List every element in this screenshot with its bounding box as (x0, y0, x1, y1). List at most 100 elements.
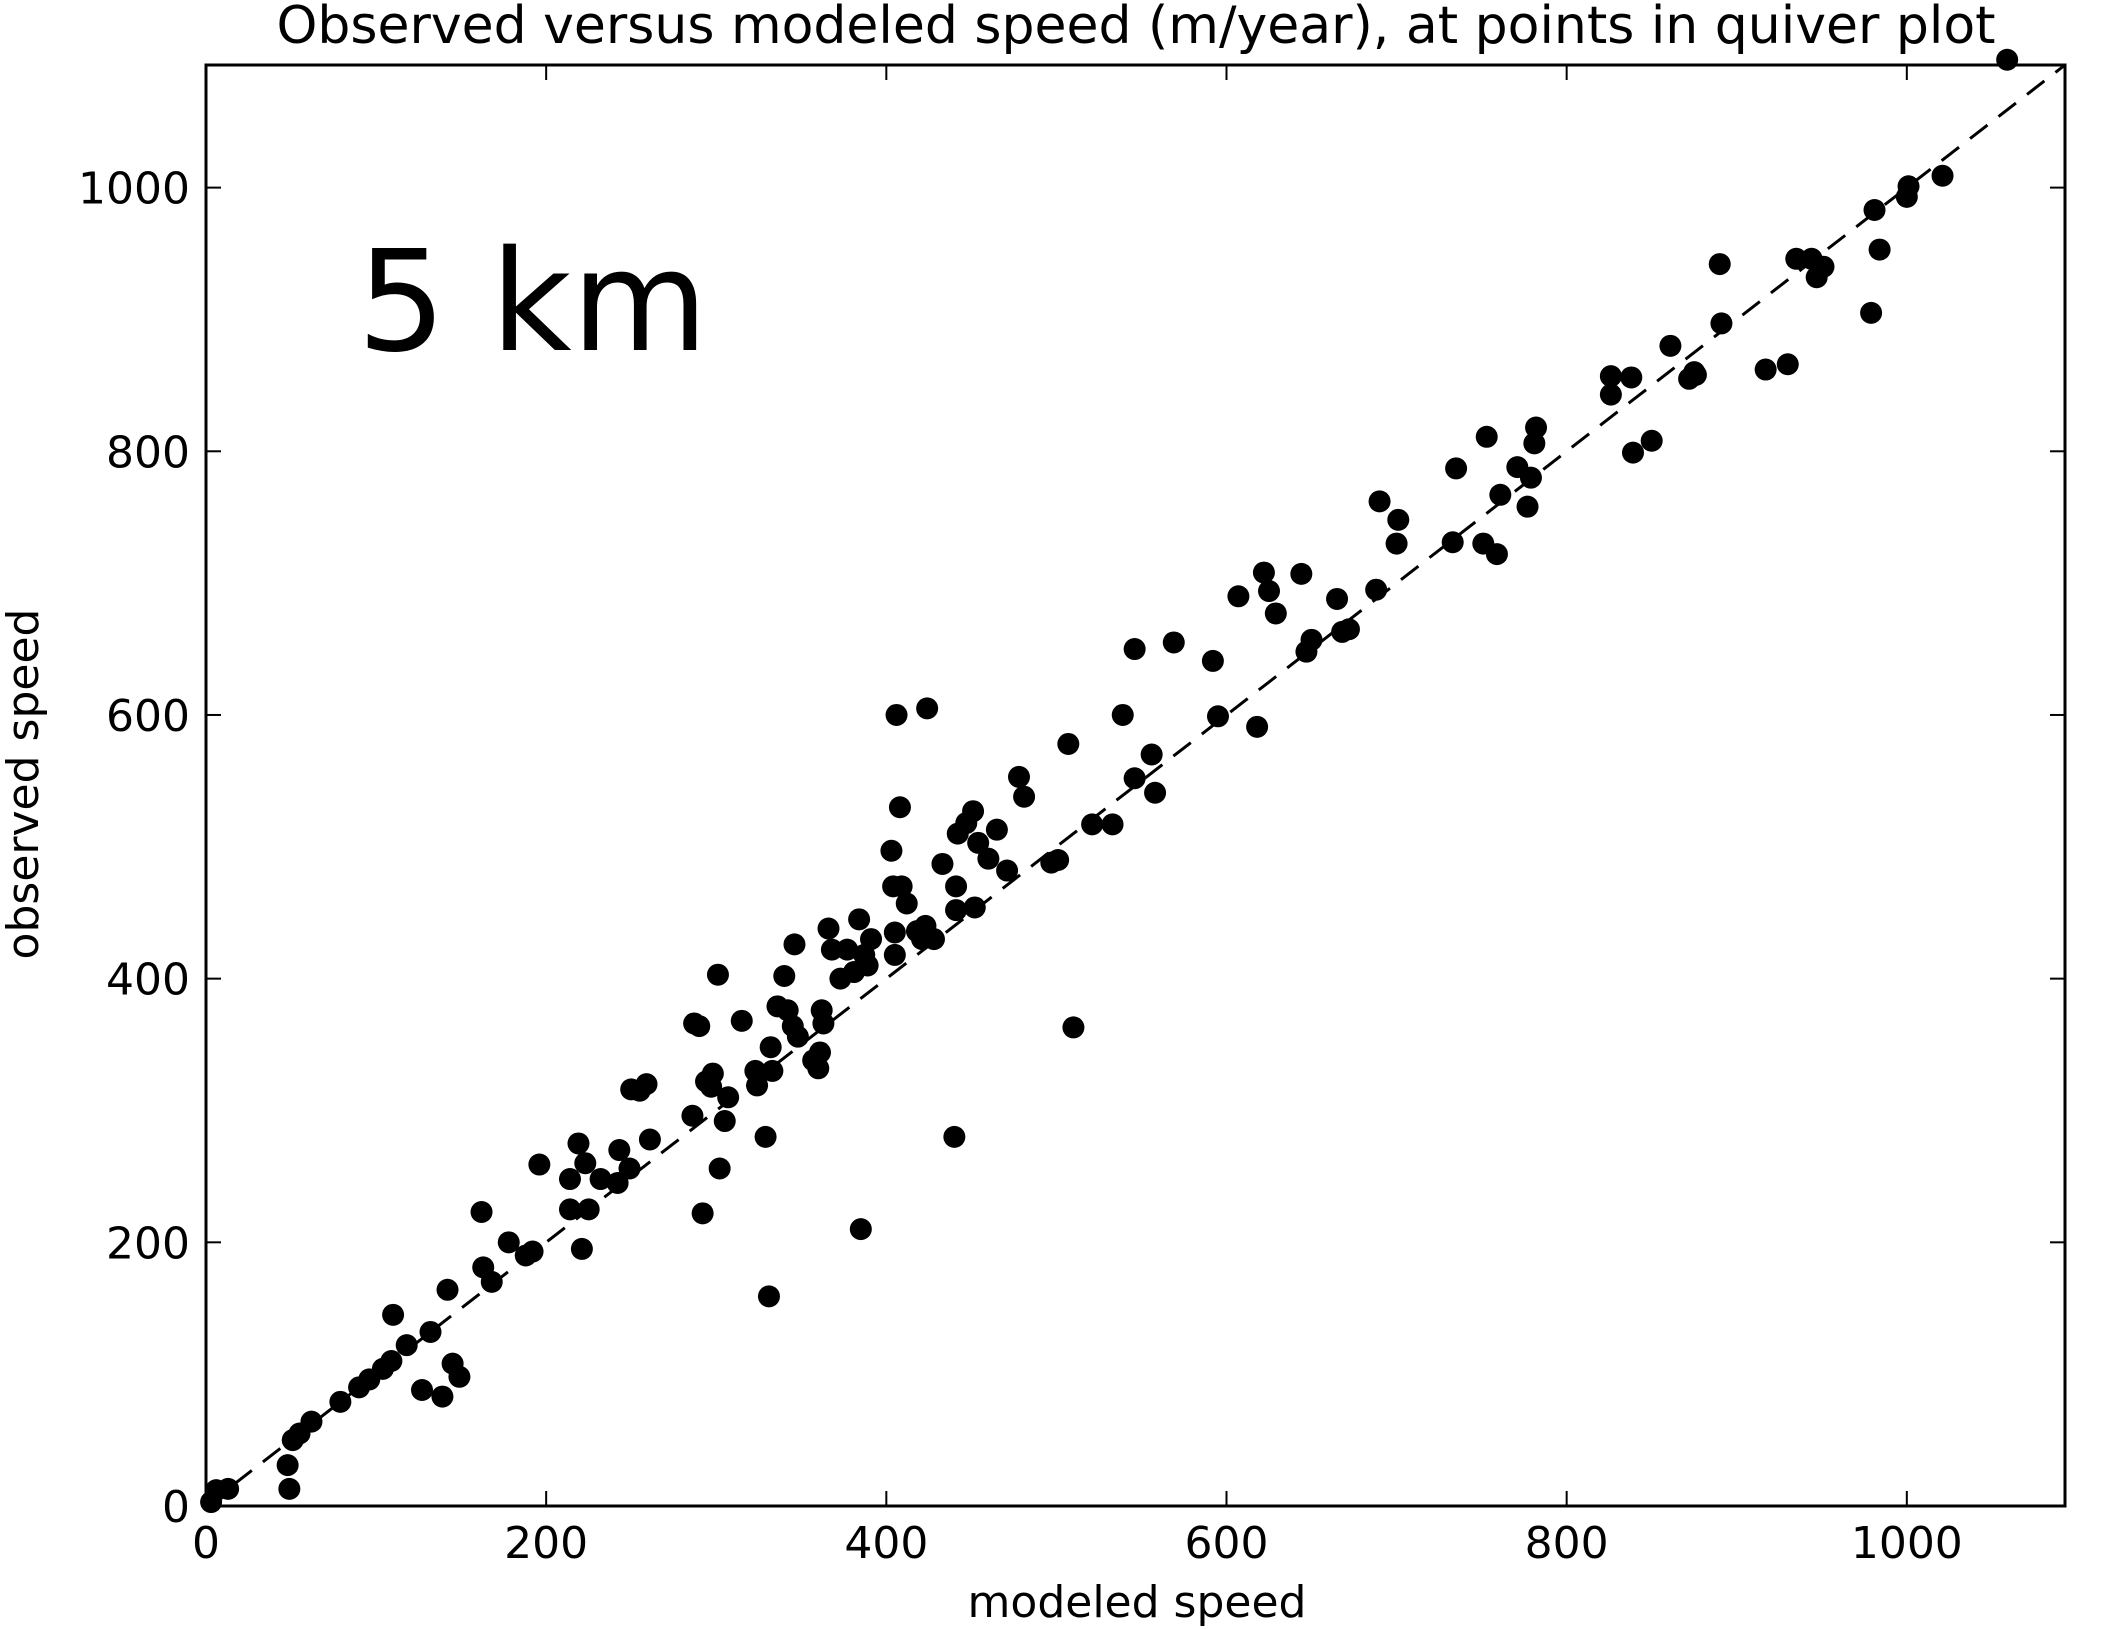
data-point (1640, 429, 1663, 452)
data-point (691, 1202, 714, 1225)
x-axis-label: modeled speed (968, 1577, 1307, 1628)
data-point (1860, 301, 1883, 324)
data-point (945, 875, 968, 898)
data-point (448, 1365, 471, 1388)
data-point (977, 847, 1000, 870)
data-point (783, 933, 806, 956)
data-point (880, 839, 903, 862)
data-point (567, 1132, 590, 1155)
data-point (528, 1153, 551, 1176)
data-point (431, 1385, 454, 1408)
data-point (1123, 767, 1146, 790)
chart-annotation: 5 km (357, 221, 708, 384)
data-point (300, 1410, 323, 1433)
data-point (916, 697, 939, 720)
x-tick-label: 1000 (1851, 1518, 1963, 1569)
data-point (558, 1168, 581, 1191)
data-point (1620, 366, 1643, 389)
data-point (681, 1104, 704, 1127)
reference-line (205, 63, 2066, 1508)
data-point (1252, 561, 1275, 584)
data-point (577, 1198, 600, 1221)
data-point (329, 1390, 352, 1413)
data-point (688, 1015, 711, 1038)
data-point (996, 859, 1019, 882)
data-point (1785, 247, 1808, 270)
data-point (860, 928, 883, 951)
y-tick-label: 600 (106, 691, 190, 742)
data-point (217, 1477, 240, 1500)
data-point (1227, 585, 1250, 608)
data-point (606, 1171, 629, 1194)
data-point (895, 892, 918, 915)
x-tick-label: 800 (1525, 1518, 1609, 1569)
data-point (1337, 618, 1360, 641)
data-point (1081, 813, 1104, 836)
data-points (200, 48, 2019, 1514)
data-point (1868, 238, 1891, 261)
data-point (746, 1074, 769, 1097)
data-point (985, 818, 1008, 841)
data-point (1519, 466, 1542, 489)
data-point (808, 1041, 831, 1064)
data-point (382, 1303, 405, 1326)
data-point (888, 796, 911, 819)
data-point (497, 1231, 520, 1254)
data-point (521, 1240, 544, 1263)
data-point (1246, 715, 1269, 738)
data-point (1264, 602, 1287, 625)
data-point (1754, 358, 1777, 381)
data-point (436, 1278, 459, 1301)
data-point (706, 963, 729, 986)
data-point (1101, 813, 1124, 836)
x-tick-label: 600 (1185, 1518, 1269, 1569)
data-point (885, 703, 908, 726)
data-point (848, 908, 871, 931)
data-point (1516, 495, 1539, 518)
y-tick-label: 400 (106, 955, 190, 1006)
data-point (962, 800, 985, 823)
data-point (883, 943, 906, 966)
data-point (1684, 363, 1707, 386)
data-point (849, 1218, 872, 1241)
data-point (1007, 765, 1030, 788)
data-point (761, 1059, 784, 1082)
y-tick-label: 800 (106, 427, 190, 478)
data-point (1621, 441, 1644, 464)
data-point (717, 1086, 740, 1109)
data-point (708, 1157, 731, 1180)
data-point (836, 938, 859, 961)
data-point (1162, 631, 1185, 654)
data-point (1290, 562, 1313, 585)
data-point (1258, 580, 1281, 603)
data-point (395, 1334, 418, 1357)
data-point (922, 928, 945, 951)
axis-ticks: 0 200 400 600 800 1000 0 200 400 600 800 1000 (78, 65, 2065, 1569)
data-point (1489, 483, 1512, 506)
data-point (812, 1012, 835, 1035)
y-tick-label: 0 (162, 1482, 190, 1533)
data-point (570, 1237, 593, 1260)
data-point (1445, 457, 1468, 480)
y-tick-label: 200 (106, 1218, 190, 1269)
data-point (754, 1125, 777, 1148)
data-point (773, 965, 796, 988)
data-point (820, 938, 843, 961)
data-point (1475, 425, 1498, 448)
data-point (817, 917, 840, 940)
data-point (856, 954, 879, 977)
data-point (276, 1454, 299, 1477)
data-point (1326, 587, 1349, 610)
data-point (945, 899, 968, 922)
data-point (890, 875, 913, 898)
data-point (1385, 532, 1408, 555)
y-tick-label: 1000 (78, 164, 190, 215)
chart-title: Observed versus modeled speed (m/year), … (276, 0, 1995, 56)
data-point (574, 1152, 597, 1175)
data-point (1525, 416, 1548, 439)
data-point (1111, 703, 1134, 726)
data-point (470, 1200, 493, 1223)
data-point (713, 1110, 736, 1133)
data-point (1599, 383, 1622, 406)
